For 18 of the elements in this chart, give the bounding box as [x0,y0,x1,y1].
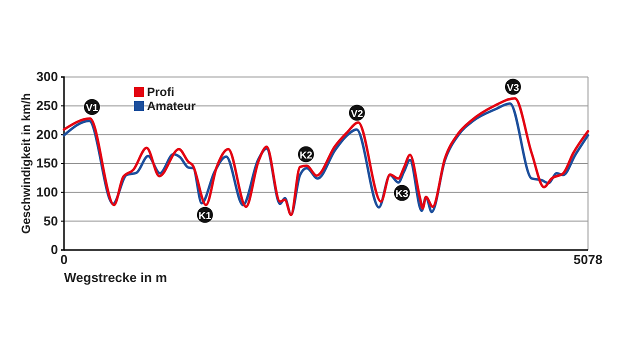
annotation: V1 [86,102,99,114]
annotation: K3 [396,188,409,200]
y-tick-label: 300 [36,69,58,84]
y-tick-label: 100 [36,184,58,200]
legend-label: Profi [147,85,174,99]
annotation: K1 [198,210,212,222]
y-tick-label: 0 [50,242,58,258]
annotation: K2 [300,150,313,162]
y-tick-label: 150 [36,156,58,171]
x-tick-label: 5078 [574,252,602,268]
annotation: V3 [506,82,520,94]
legend-label: Amateur [147,99,196,113]
x-axis-title: Wegstrecke in m [64,270,168,285]
y-tick-label: 200 [36,126,58,142]
y-tick-label: 50 [44,213,58,228]
y-tick-label: 250 [36,98,58,113]
y-axis-title: Geschwindigkeit in km/h [19,93,33,234]
annotation: V2 [350,108,364,120]
